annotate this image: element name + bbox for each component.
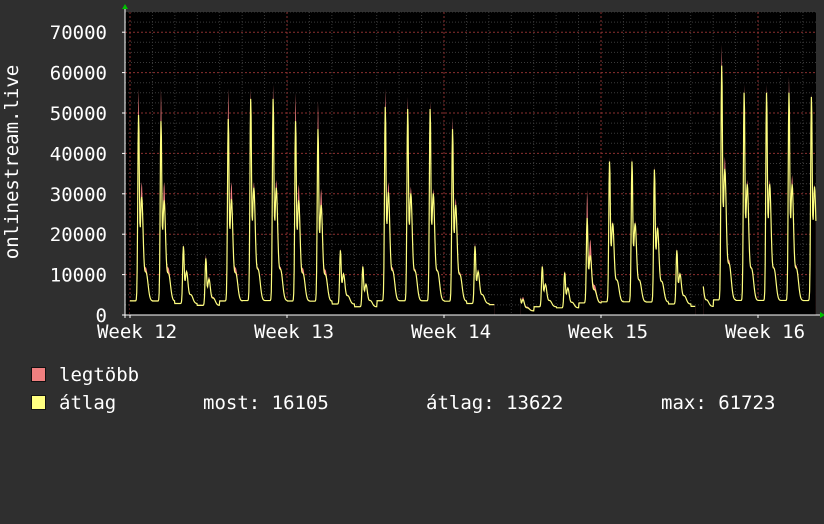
series-line bbox=[130, 98, 495, 308]
legend-item-atlag: átlag most: 16105 átlag: 13622 max: 6172… bbox=[31, 392, 811, 414]
x-tick-labels: Week 12 Week 13 Week 14 Week 15 Week 16 bbox=[97, 315, 805, 343]
x-axis-arrow bbox=[820, 312, 824, 318]
atlag-swatch bbox=[31, 395, 46, 410]
x-tick-label: Week 14 bbox=[411, 321, 491, 343]
series-area bbox=[130, 98, 495, 315]
stat-current: most: 16105 bbox=[203, 392, 329, 414]
axes bbox=[122, 4, 824, 318]
y-tick-labels: 0 10000 20000 30000 40000 50000 60000 70000 bbox=[50, 22, 125, 327]
y-tick-label: 0 bbox=[96, 305, 107, 327]
y-tick-label: 20000 bbox=[50, 224, 107, 246]
y-tick-label: 50000 bbox=[50, 103, 107, 125]
y-tick-label: 40000 bbox=[50, 143, 107, 165]
x-tick-label: Week 16 bbox=[725, 321, 805, 343]
legtobb-swatch bbox=[31, 367, 46, 382]
y-tick-label: 10000 bbox=[50, 265, 107, 287]
legend-item-legtobb: legtöbb bbox=[31, 364, 139, 386]
stat-maximum: max: 61723 bbox=[661, 392, 776, 414]
series-area bbox=[520, 161, 696, 315]
y-tick-label: 70000 bbox=[50, 22, 107, 44]
x-tick-label: Week 15 bbox=[568, 321, 648, 343]
traffic-chart: 0 10000 20000 30000 40000 50000 60000 70000 Wee… bbox=[1, 4, 824, 343]
stat-average: átlag: 13622 bbox=[426, 392, 564, 414]
y-axis-label: onlinestream.live bbox=[1, 65, 23, 259]
series-atlag bbox=[130, 65, 817, 315]
y-axis-arrow bbox=[122, 4, 128, 9]
grid-lines bbox=[125, 11, 816, 316]
legtobb-label: legtöbb bbox=[59, 364, 140, 386]
x-tick-label: Week 13 bbox=[254, 321, 334, 343]
series-line bbox=[520, 161, 696, 312]
atlag-label: átlag bbox=[59, 392, 117, 414]
y-tick-label: 60000 bbox=[50, 63, 107, 85]
series-line bbox=[702, 65, 817, 308]
y-tick-label: 30000 bbox=[50, 184, 107, 206]
x-tick-label: Week 12 bbox=[97, 321, 177, 343]
